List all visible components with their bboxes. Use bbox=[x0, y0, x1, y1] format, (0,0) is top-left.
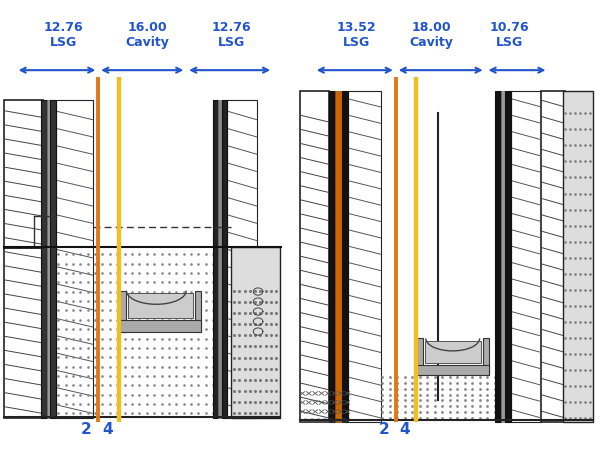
Bar bbox=[417, 365, 488, 375]
Bar bbox=[425, 341, 481, 364]
Text: 12.76
LSG: 12.76 LSG bbox=[44, 21, 83, 49]
Bar bbox=[1, 78, 282, 427]
Text: 18.00
Cavity: 18.00 Cavity bbox=[410, 21, 454, 49]
Bar bbox=[348, 91, 381, 423]
Bar bbox=[195, 291, 201, 332]
Text: 16.00
Cavity: 16.00 Cavity bbox=[125, 21, 169, 49]
Bar bbox=[50, 101, 56, 418]
Bar bbox=[212, 101, 218, 418]
Bar bbox=[541, 91, 565, 423]
Text: 10.76
LSG: 10.76 LSG bbox=[490, 21, 529, 49]
Bar bbox=[121, 291, 127, 332]
Bar bbox=[505, 91, 511, 423]
Bar bbox=[329, 91, 335, 423]
Bar bbox=[297, 78, 599, 427]
Text: 12.76
LSG: 12.76 LSG bbox=[211, 21, 251, 49]
Bar bbox=[342, 91, 348, 423]
Bar bbox=[417, 339, 423, 375]
Bar bbox=[218, 101, 221, 418]
Bar bbox=[47, 101, 50, 418]
Bar bbox=[563, 91, 593, 423]
Bar bbox=[300, 91, 329, 423]
Text: 2: 2 bbox=[81, 421, 92, 436]
Bar bbox=[56, 101, 93, 418]
Text: 2: 2 bbox=[379, 421, 389, 436]
Text: 4: 4 bbox=[102, 421, 113, 436]
Text: 13.52
LSG: 13.52 LSG bbox=[337, 21, 377, 49]
Bar bbox=[227, 101, 257, 418]
Bar bbox=[128, 293, 193, 318]
Bar bbox=[4, 101, 43, 418]
Bar bbox=[494, 91, 500, 423]
Bar bbox=[482, 339, 488, 375]
Bar bbox=[335, 91, 342, 423]
Bar bbox=[500, 91, 505, 423]
Bar bbox=[221, 101, 227, 418]
Text: 4: 4 bbox=[400, 421, 410, 436]
Bar bbox=[41, 101, 47, 418]
Bar bbox=[121, 320, 201, 332]
Bar bbox=[511, 91, 541, 423]
Bar bbox=[230, 248, 280, 418]
